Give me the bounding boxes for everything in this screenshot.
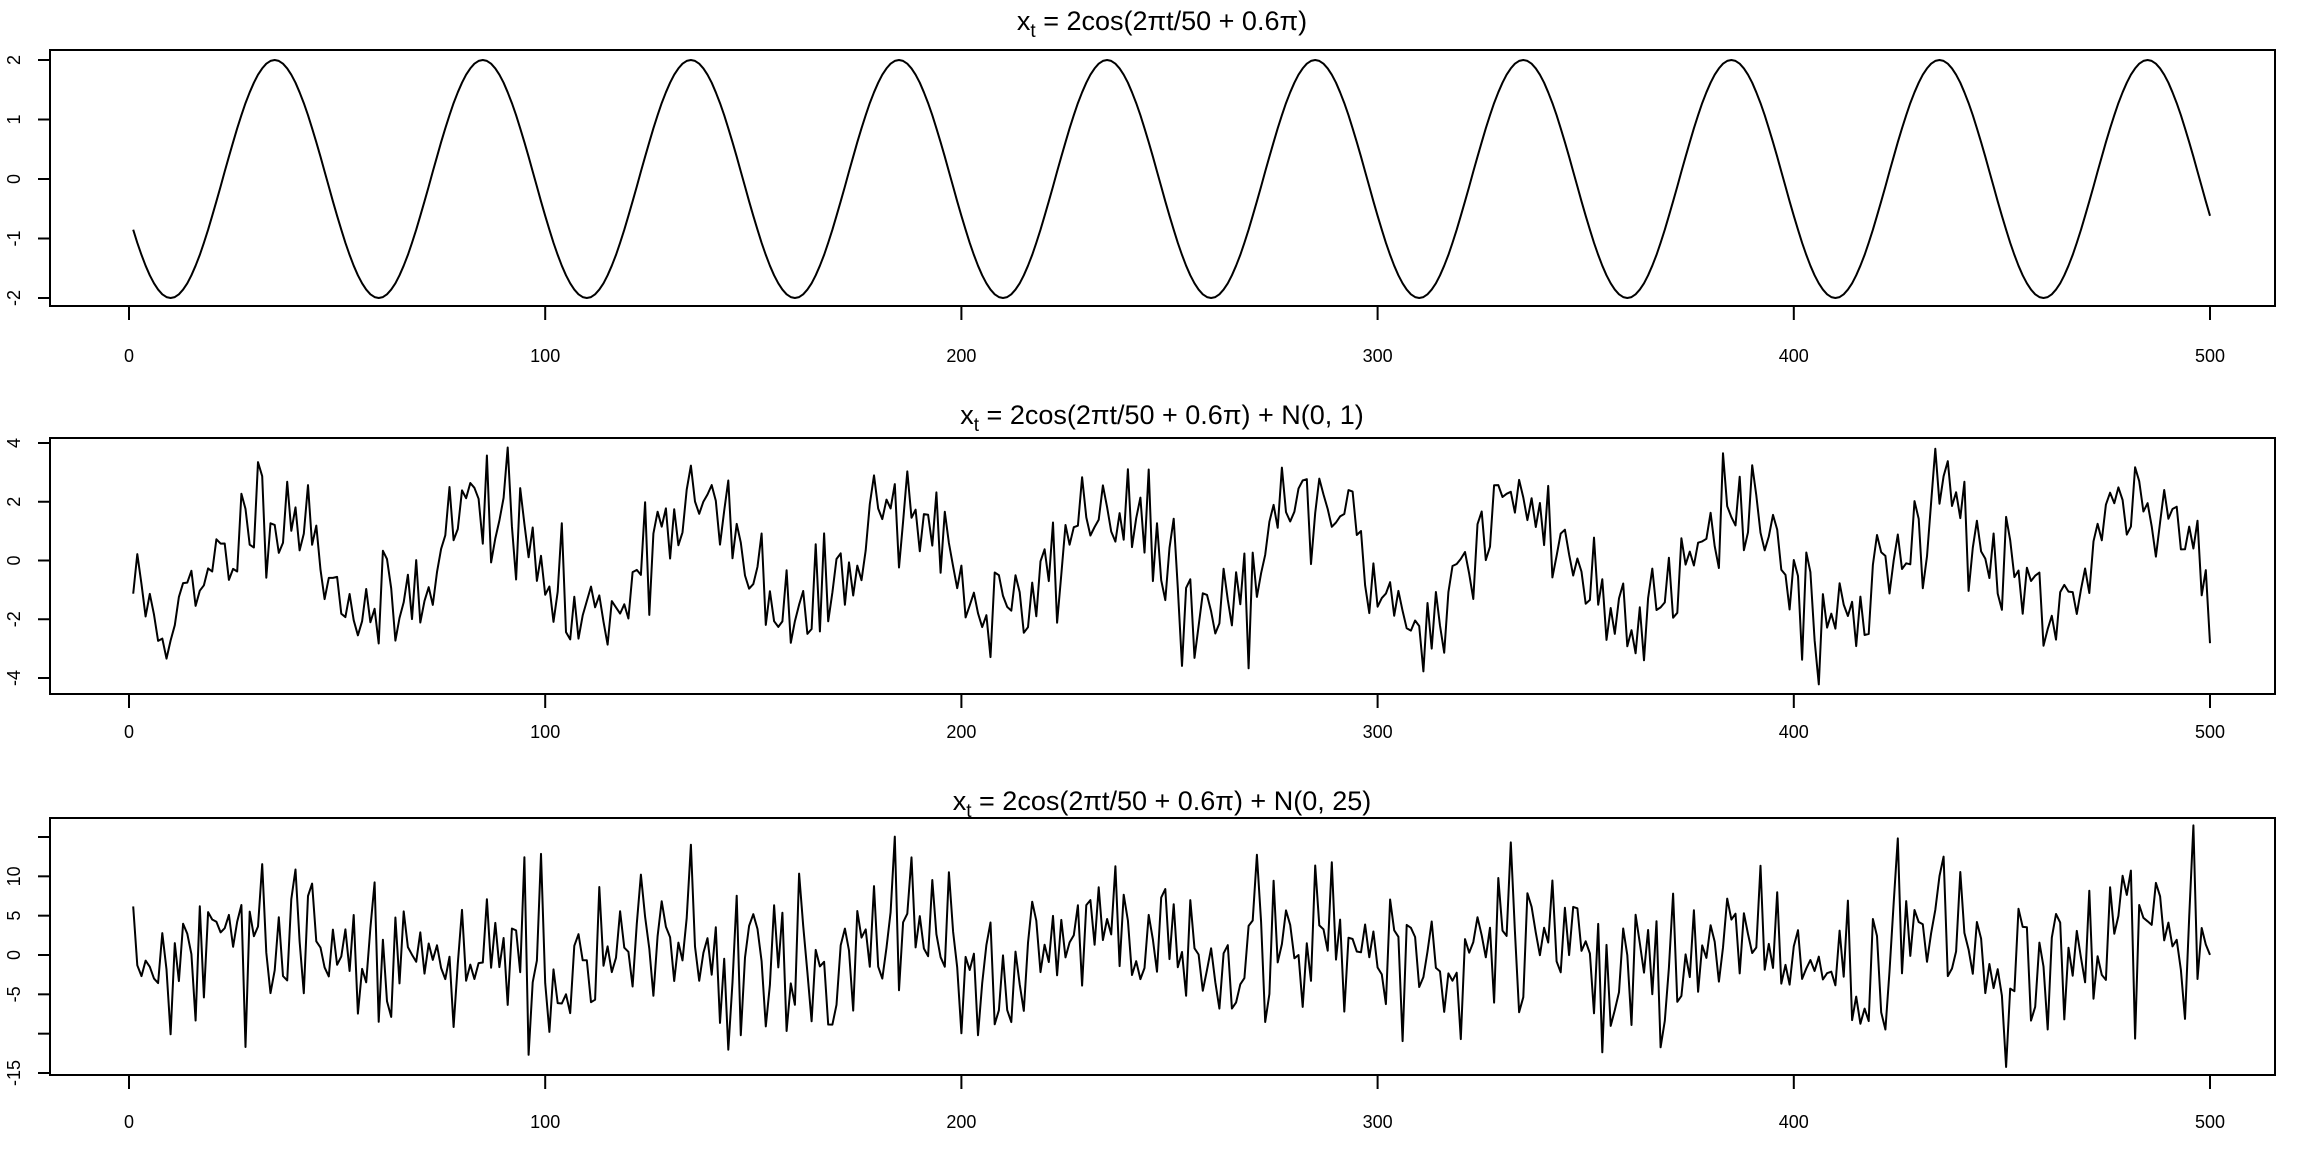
x-tick-label: 300 (1363, 346, 1393, 366)
x-tick-label: 400 (1779, 346, 1809, 366)
y-tick-label: 4 (4, 438, 24, 448)
y-tick-label: 1 (4, 114, 24, 124)
series-line (132, 59, 2211, 299)
y-tick-label: -15 (4, 1060, 24, 1086)
panel-2: xt = 2cos(2πt/50 + 0.6π) + N(0, 1)0 100 20… (4, 400, 2276, 742)
y-tick-label: 0 (4, 950, 24, 960)
y-tick-label: -1 (4, 230, 24, 246)
series-line (132, 824, 2211, 1068)
y-tick-label: 5 (4, 911, 24, 921)
title-expression: = 2cos(2πt/50 + 0.6π) + N(0, 1) (979, 400, 1364, 430)
x-tick-label: 200 (946, 346, 976, 366)
y-tick-label: 2 (4, 55, 24, 65)
x-tick-label: 0 (124, 722, 134, 742)
chart-title: xt = 2cos(2πt/50 + 0.6π) + N(0, 25) (953, 786, 1371, 822)
y-tick-label: -2 (4, 611, 24, 627)
title-subscript: t (966, 801, 972, 822)
y-tick-label: 10 (4, 866, 24, 886)
panel-1: xt = 2cos(2πt/50 + 0.6π) 0 100 200 300 400 500… (4, 6, 2276, 366)
title-subscript: t (1030, 21, 1036, 42)
title-expression: = 2cos(2πt/50 + 0.6π) + N(0, 25) (972, 786, 1372, 816)
x-tick-label: 200 (946, 1112, 976, 1132)
x-tick-label: 0 (124, 346, 134, 366)
chart-title: xt = 2cos(2πt/50 + 0.6π) (1017, 6, 1307, 42)
plot-frame (49, 817, 2276, 1076)
title-subscript: t (974, 415, 980, 436)
title-variable: x (953, 786, 967, 816)
x-tick-label: 400 (1779, 722, 1809, 742)
x-tick-label: 100 (530, 1112, 560, 1132)
y-tick-label: -2 (4, 290, 24, 306)
title-variable: x (1017, 6, 1031, 36)
title-variable: x (960, 400, 974, 430)
x-tick-label: 300 (1363, 722, 1393, 742)
x-tick-label: 500 (2195, 346, 2225, 366)
x-tick-label: 200 (946, 722, 976, 742)
x-tick-label: 300 (1363, 1112, 1393, 1132)
y-tick-label: 0 (4, 174, 24, 184)
plot-frame (49, 437, 2276, 695)
title-expression: = 2cos(2πt/50 + 0.6π) (1036, 6, 1307, 36)
y-tick-label: -4 (4, 670, 24, 686)
x-tick-label: 400 (1779, 1112, 1809, 1132)
panel-3: xt = 2cos(2πt/50 + 0.6π) + N(0, 25)0 100 2… (4, 786, 2276, 1132)
x-tick-label: 0 (124, 1112, 134, 1132)
x-tick-label: 500 (2195, 1112, 2225, 1132)
y-tick-label: 0 (4, 555, 24, 565)
chart-title: xt = 2cos(2πt/50 + 0.6π) + N(0, 1) (960, 400, 1363, 436)
y-tick-label: 2 (4, 497, 24, 507)
plot-frame (49, 49, 2276, 307)
series-line (132, 446, 2211, 686)
x-tick-label: 100 (530, 722, 560, 742)
x-tick-label: 500 (2195, 722, 2225, 742)
x-tick-label: 100 (530, 346, 560, 366)
y-tick-label: -5 (4, 986, 24, 1002)
